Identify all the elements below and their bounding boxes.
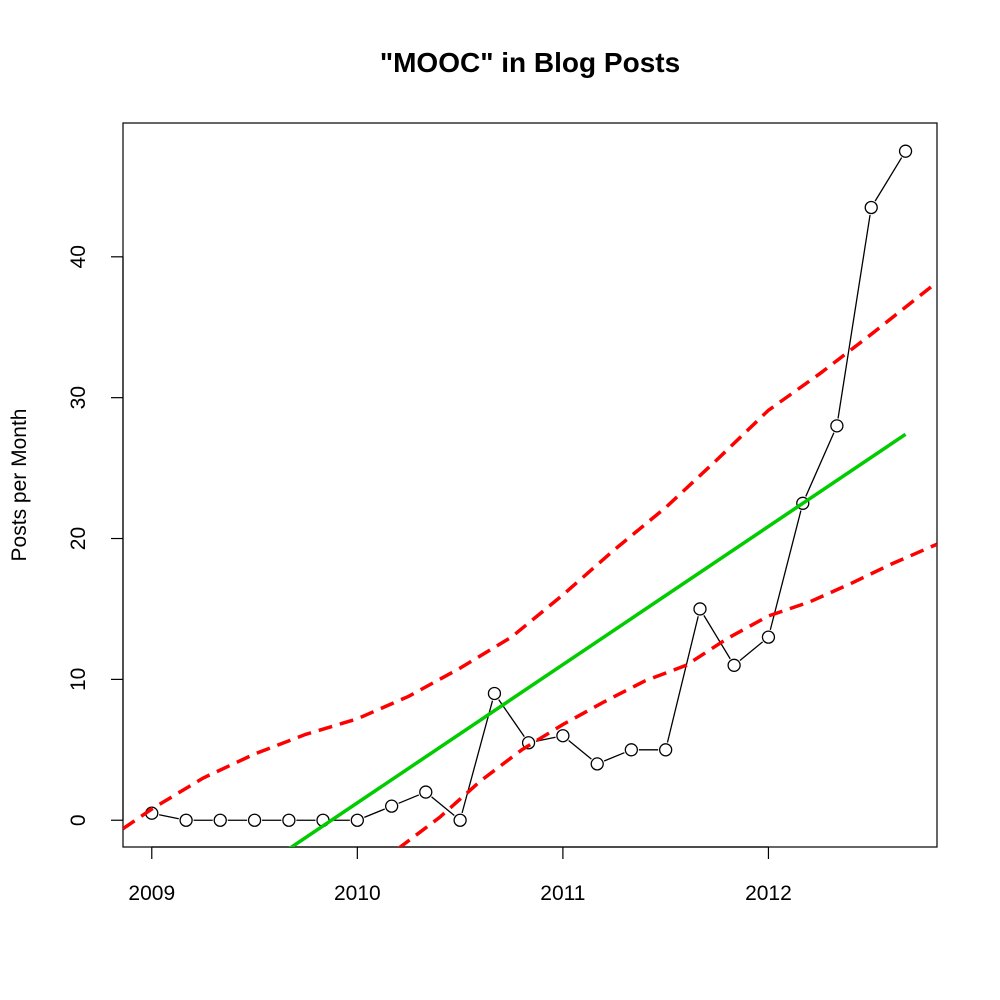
y-tick-label: 40 [67,245,90,268]
x-tick-label: 2009 [128,882,175,905]
observed-segment [739,641,764,662]
y-tick-label: 20 [67,527,90,550]
plot-area [123,144,937,847]
x-tick-label: 2012 [745,882,792,905]
data-point [282,813,296,827]
y-axis: 0 10 20 30 40 [67,245,124,826]
observed-segment [769,510,802,631]
y-tick-label: 10 [67,668,90,691]
observed-segment [603,752,625,762]
data-point [796,496,810,510]
data-point [727,658,741,672]
observed-segment [837,214,871,419]
data-point [419,785,433,799]
fit-line [288,432,907,847]
upper-bound-line [123,280,937,831]
data-point [213,813,227,827]
data-point [453,813,467,827]
data-point [521,736,536,750]
x-tick-label: 2011 [540,882,585,905]
lower-bound-line [397,542,937,847]
plot-frame [122,122,938,848]
data-point [693,602,707,616]
data-point [659,743,673,757]
data-point [590,757,604,771]
observed-segment [398,794,420,804]
data-point [487,686,502,701]
data-point [864,200,878,215]
data-point [350,813,364,827]
data-point [761,630,776,644]
data-point [830,419,844,433]
observed-segment [874,157,903,202]
data-point [247,813,262,827]
x-tick-label: 2010 [334,882,381,905]
observed-segment [703,615,731,660]
observed-segment [364,808,385,818]
y-axis-label: Posts per Month [8,409,31,562]
observed-segment [805,432,835,497]
observed-segment [158,814,179,820]
data-point [179,813,193,827]
data-point [556,729,570,743]
y-tick-label: 0 [67,814,90,826]
data-point [898,144,913,158]
chart-title: "MOOC" in Blog Posts [380,47,680,78]
data-point [385,799,399,813]
observed-segment [666,616,699,743]
data-point [624,743,638,757]
x-axis: 2009 2010 2011 2012 [128,846,792,905]
observed-segment [461,700,494,814]
observed-segment [568,739,592,760]
y-tick-label: 30 [67,386,90,409]
observed-segment [431,796,455,816]
